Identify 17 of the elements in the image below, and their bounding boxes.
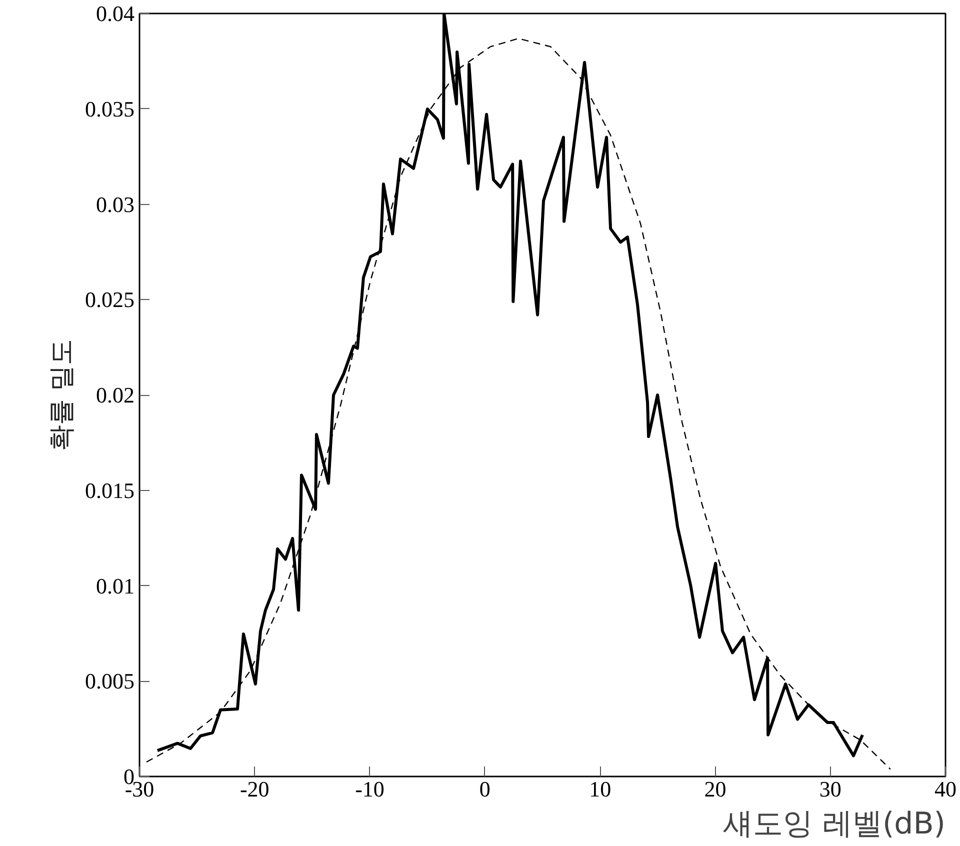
x-tick-label: -10 bbox=[355, 776, 384, 802]
y-tick-label: 0.035 bbox=[85, 96, 134, 122]
y-tick-label: 0.015 bbox=[85, 478, 134, 503]
y-axis-title: 확률 밀도 bbox=[47, 338, 77, 452]
x-tick-label: 40 bbox=[934, 776, 956, 802]
x-axis-title: 섀도잉 레벨(dB) bbox=[722, 806, 946, 842]
x-tick-label: -20 bbox=[240, 776, 270, 802]
y-tick-label: 0.04 bbox=[96, 1, 134, 26]
y-tick-label: 0.005 bbox=[85, 668, 134, 694]
x-tick-label: 30 bbox=[819, 776, 842, 802]
y-tick-label: 0.03 bbox=[96, 192, 134, 217]
x-tick-label: 0 bbox=[479, 776, 490, 802]
y-tick-label: 0.02 bbox=[96, 382, 134, 408]
y-tick-label: 0.01 bbox=[96, 573, 134, 598]
x-tick-label: 10 bbox=[589, 776, 612, 802]
x-tick-label: 20 bbox=[704, 776, 726, 802]
y-tick-label: 0.025 bbox=[85, 287, 134, 312]
